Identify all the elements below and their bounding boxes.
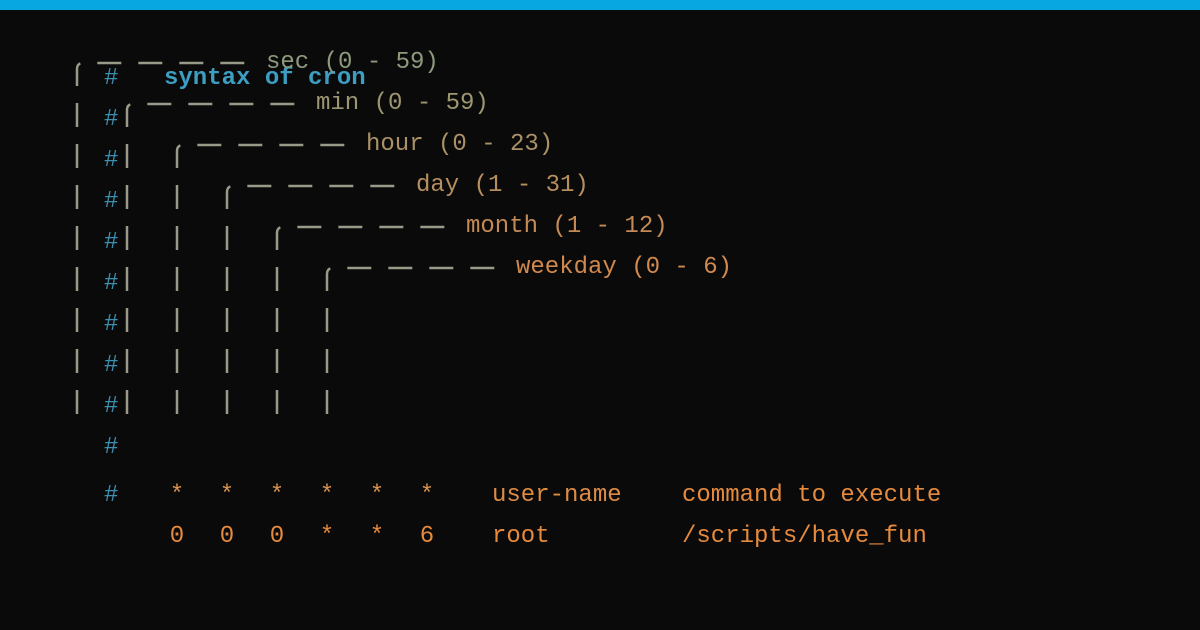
command-column-label: command to execute (682, 482, 941, 509)
cron-field-star: * (252, 482, 302, 509)
hash-mark: # (104, 188, 164, 215)
hash-mark: # (104, 393, 164, 420)
cron-field-label: sec (0 - 59) (266, 49, 439, 76)
hash-mark: # (104, 352, 164, 379)
cron-field-value: 0 (252, 523, 302, 550)
diagram-row: # (104, 311, 1200, 352)
diagram-row: # (104, 434, 1200, 475)
cron-field-label: min (0 - 59) (316, 90, 489, 117)
cron-field-value: 6 (402, 523, 452, 550)
user-column-label: user-name (452, 482, 682, 509)
example-command: /scripts/have_fun (682, 523, 927, 550)
hash-mark: # (104, 482, 152, 509)
diagram-row: # (104, 106, 1200, 147)
cron-field-label: hour (0 - 23) (366, 131, 553, 158)
hash-mark: # (104, 106, 164, 133)
hash-mark: # (104, 65, 164, 92)
cron-field-star: * (302, 482, 352, 509)
cron-field-value: 0 (202, 523, 252, 550)
diagram-row: # (104, 352, 1200, 393)
diagram-row: # (104, 393, 1200, 434)
example-user: root (452, 523, 682, 550)
example-row: 0 0 0 * * 6 root /scripts/have_fun (104, 516, 1200, 557)
cron-field-star: * (152, 482, 202, 509)
cron-field-star: * (202, 482, 252, 509)
cron-field-star: * (352, 482, 402, 509)
hash-mark: # (104, 311, 164, 338)
cron-field-value: * (302, 523, 352, 550)
hash-mark: # (104, 229, 164, 256)
cron-field-value: * (352, 523, 402, 550)
diagram-row: # (104, 147, 1200, 188)
hash-mark: # (104, 270, 164, 297)
top-accent-bar (0, 0, 1200, 10)
cron-diagram: # syntax of cron # # # # # # # # # # * *… (0, 10, 1200, 557)
cron-field-label: month (1 - 12) (466, 213, 668, 240)
cron-field-label: day (1 - 31) (416, 172, 589, 199)
hash-mark: # (104, 434, 164, 461)
cron-field-label: weekday (0 - 6) (516, 254, 732, 281)
cron-field-star: * (402, 482, 452, 509)
pattern-row: # * * * * * * user-name command to execu… (104, 475, 1200, 516)
cron-field-value: 0 (152, 523, 202, 550)
hash-mark: # (104, 147, 164, 174)
